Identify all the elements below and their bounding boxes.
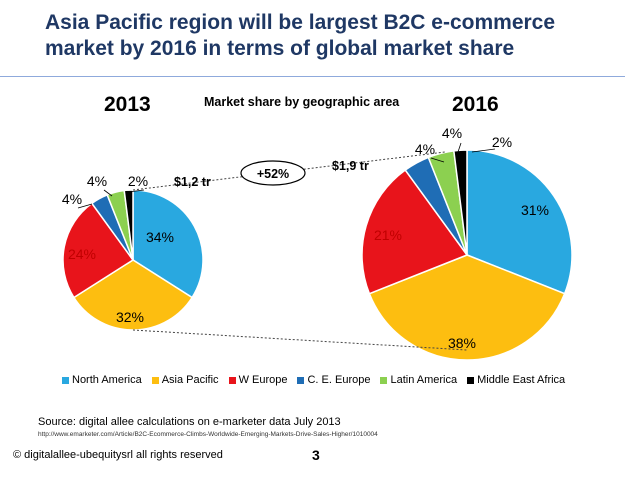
- source-url: http://www.emarketer.com/Article/B2C-Eco…: [38, 431, 378, 438]
- annotations: $1,2 tr $1,9 tr +52%: [77, 142, 496, 351]
- pie-2016-slice-asia-pacific: [368, 254, 566, 361]
- pie-2016-label-w-europe: 21%: [374, 227, 402, 243]
- pie-2013: 34% 32% 24% 4% 4% 2%: [62, 173, 204, 331]
- pie-2013-label-latin-america: 4%: [87, 173, 107, 189]
- pie-2016-label-latin-america: 4%: [442, 125, 462, 141]
- pie-2013-label-w-europe: 24%: [68, 246, 96, 262]
- leader-line: [103, 189, 113, 197]
- pie-2016-slice-w-europe: [361, 169, 469, 295]
- pie-2013-label-north-america: 34%: [146, 229, 174, 245]
- pie-2016-label-middle-east-africa: 2%: [492, 134, 512, 150]
- page-number: 3: [312, 447, 320, 463]
- leader-line: [457, 142, 462, 153]
- year-2016-label: 2016: [452, 93, 499, 116]
- legend-item-latin-america: Latin America: [380, 374, 457, 386]
- pie-2013-label-middle-east-africa: 2%: [128, 173, 148, 189]
- legend-swatch: [380, 376, 388, 384]
- pie-2016-label-c-e-europe: 4%: [415, 141, 435, 157]
- legend-swatch: [297, 376, 305, 384]
- leader-line: [77, 203, 93, 209]
- growth-label: +52%: [257, 167, 289, 181]
- chart-legend: North America Asia Pacific W Europe C. E. E…: [62, 374, 622, 386]
- legend-item-w-europe: W Europe: [228, 374, 288, 386]
- legend-item-c-e-europe: C. E. Europe: [297, 374, 370, 386]
- legend-label: W Europe: [238, 374, 288, 386]
- pie-2016-label-north-america: 31%: [521, 202, 549, 218]
- legend-label: Middle East Africa: [477, 374, 566, 386]
- legend-item-north-america: North America: [62, 374, 142, 386]
- legend-label: C. E. Europe: [307, 374, 371, 386]
- slide-title: Asia Pacific region will be largest B2C …: [45, 11, 556, 60]
- pie-2013-label-asia-pacific: 32%: [116, 309, 144, 325]
- legend-swatch: [467, 376, 475, 384]
- pie-2016-slice-north-america: [466, 149, 573, 295]
- pie-2013-slice-middle-east-africa: [123, 189, 134, 261]
- leader-line: [127, 189, 145, 193]
- pie-2013-slice-w-europe: [62, 202, 135, 299]
- legend-swatch: [62, 376, 69, 384]
- leader-line: [430, 157, 445, 163]
- legend-swatch: [228, 376, 236, 384]
- total-2016: $1,9 tr: [332, 159, 369, 173]
- pie-2016: 31% 38% 21% 4% 4% 2%: [361, 125, 573, 361]
- chart-subtitle: Market share by geographic area: [204, 95, 400, 109]
- pie-charts: 34%32%24%4%4% 2% 31%38%21%4%4%2% $1,2 tr$…: [62, 125, 573, 361]
- legend-label: Latin America: [390, 374, 458, 386]
- growth-badge: [240, 160, 306, 186]
- legend-label: Asia Pacific: [161, 374, 219, 386]
- legend-item-middle-east-africa: Middle East Africa: [467, 374, 565, 386]
- leader-line: [471, 148, 496, 153]
- pie-2013-label-c-e-europe: 4%: [62, 191, 82, 207]
- total-2013: $1,2 tr: [174, 175, 211, 189]
- title-divider: [0, 76, 625, 77]
- legend-item-asia-pacific: Asia Pacific: [151, 374, 219, 386]
- legend-swatch: [151, 376, 159, 384]
- year-2013-label: 2013: [104, 93, 151, 116]
- pie-2013-slice-asia-pacific: [72, 259, 194, 331]
- copyright-footer: © digitalallee-ubequitysrl all rights re…: [13, 449, 223, 461]
- pie-2016-label-asia-pacific: 38%: [448, 335, 476, 351]
- legend-label: North America: [72, 374, 142, 386]
- pie-2016-slice-middle-east-africa: [453, 149, 468, 256]
- source-note: Source: digital allee calculations on e-…: [38, 416, 341, 428]
